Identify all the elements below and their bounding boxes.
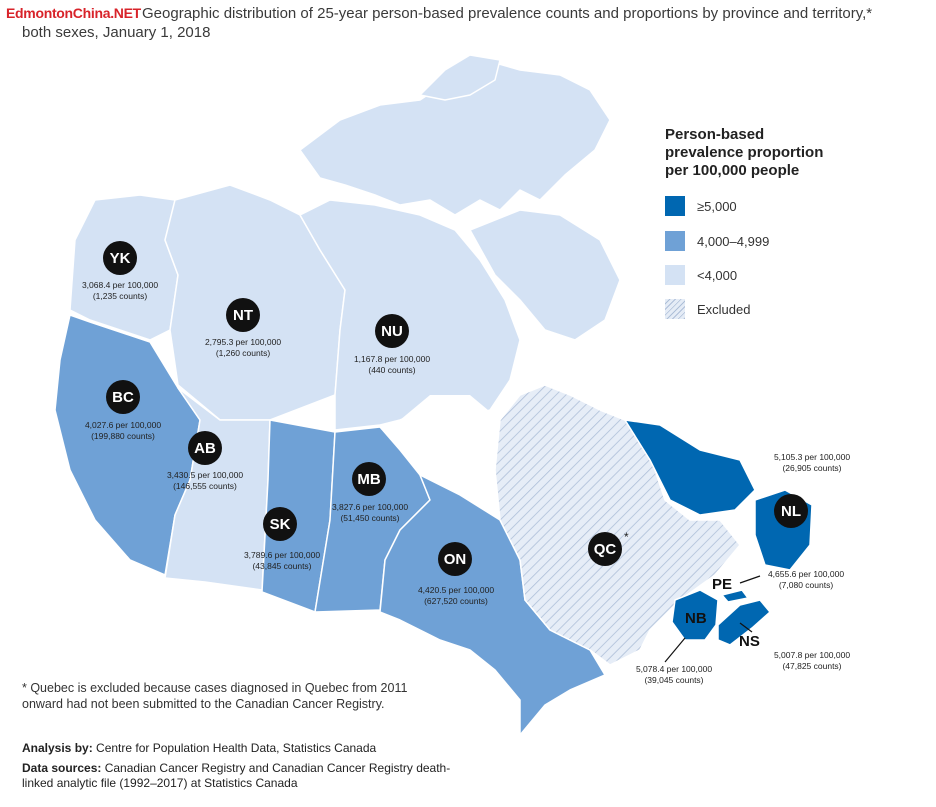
legend-label-excluded: Excluded	[697, 301, 751, 317]
region-qc	[494, 384, 741, 666]
counts-bc: (199,880 counts)	[91, 431, 155, 441]
region-pe	[721, 589, 749, 603]
data-sources: Data sources: Canadian Cancer Registry a…	[22, 761, 462, 791]
leader-line-nb	[664, 637, 686, 663]
analysis-credit: Analysis by: Centre for Population Healt…	[22, 741, 376, 755]
counts-nb: (39,045 counts)	[644, 675, 704, 685]
legend-swatch-mid	[665, 231, 685, 251]
label-nl: 5,105.3 per 100,000 (26,905 counts)	[764, 452, 860, 474]
analysis-label: Analysis by:	[22, 741, 93, 755]
rate-ns: 5,007.8 per 100,000	[773, 650, 851, 660]
rate-yk: 3,068.4 per 100,000	[81, 280, 159, 290]
legend-label-high: ≥5,000	[697, 198, 737, 214]
code-ns: NS	[739, 633, 760, 650]
rate-nl: 5,105.3 per 100,000	[773, 452, 851, 462]
code-pe: PE	[712, 576, 733, 593]
counts-yk: (1,235 counts)	[92, 291, 148, 301]
label-ns: 5,007.8 per 100,000 (47,825 counts)	[764, 650, 860, 672]
watermark: EdmontonChina.NET	[6, 5, 141, 21]
rate-nb: 5,078.4 per 100,000	[635, 664, 713, 674]
label-ab: 3,430.5 per 100,000 (146,555 counts)	[157, 470, 253, 492]
label-nu: 1,167.8 per 100,000 (440 counts)	[344, 354, 440, 376]
legend-title: Person-based prevalence proportion per 1…	[665, 126, 865, 180]
baffin-island	[469, 209, 621, 341]
counts-nl: (26,905 counts)	[782, 463, 842, 473]
legend-swatch-low	[665, 265, 685, 285]
rate-on: 4,420.5 per 100,000	[417, 585, 495, 595]
badge-nt: NT	[226, 298, 260, 332]
figure-title: Geographic distribution of 25-year perso…	[22, 4, 922, 42]
label-nt: 2,795.3 per 100,000 (1,260 counts)	[195, 337, 291, 359]
analysis-text: Centre for Population Health Data, Stati…	[92, 741, 377, 755]
label-sk: 3,789.6 per 100,000 (43,845 counts)	[234, 550, 330, 572]
counts-ns: (47,825 counts)	[782, 661, 842, 671]
badge-sk: SK	[263, 507, 297, 541]
rate-nt: 2,795.3 per 100,000	[204, 337, 282, 347]
legend-item-low: <4,000	[665, 265, 737, 285]
rate-nu: 1,167.8 per 100,000	[353, 354, 431, 364]
title-line-1: Geographic distribution of 25-year perso…	[142, 5, 873, 22]
legend-label-mid: 4,000–4,999	[697, 233, 770, 249]
badge-on: ON	[438, 542, 472, 576]
legend-swatch-high	[665, 196, 685, 216]
label-bc: 4,027.6 per 100,000 (199,880 counts)	[75, 420, 171, 442]
label-on: 4,420.5 per 100,000 (627,520 counts)	[408, 585, 504, 607]
title-line-2: both sexes, January 1, 2018	[22, 24, 211, 41]
rate-ab: 3,430.5 per 100,000	[166, 470, 244, 480]
counts-nt: (1,260 counts)	[215, 348, 271, 358]
rate-bc: 4,027.6 per 100,000	[84, 420, 162, 430]
badge-ab: AB	[188, 431, 222, 465]
label-nb: 5,078.4 per 100,000 (39,045 counts)	[626, 664, 722, 686]
legend-item-high: ≥5,000	[665, 196, 737, 216]
legend-swatch-excluded	[665, 299, 685, 319]
qc-asterisk: *	[624, 530, 629, 544]
badge-nu: NU	[375, 314, 409, 348]
sources-label: Data sources:	[22, 761, 102, 775]
counts-nu: (440 counts)	[368, 365, 416, 375]
legend-item-excluded: Excluded	[665, 299, 750, 319]
footnote-quebec: * Quebec is excluded because cases diagn…	[22, 681, 408, 711]
sources-text: Canadian Cancer Registry and Canadian Ca…	[22, 761, 451, 790]
badge-yk: YK	[103, 241, 137, 275]
rate-sk: 3,789.6 per 100,000	[243, 550, 321, 560]
legend-title-line-1: Person-based	[665, 126, 765, 143]
region-ns	[717, 599, 771, 646]
legend-label-low: <4,000	[697, 267, 738, 283]
ellesmere-island	[419, 54, 501, 101]
counts-sk: (43,845 counts)	[252, 561, 312, 571]
region-nl-labrador	[624, 419, 756, 516]
legend-item-mid: 4,000–4,999	[665, 231, 769, 251]
badge-qc: QC	[588, 532, 622, 566]
label-yk: 3,068.4 per 100,000 (1,235 counts)	[72, 280, 168, 302]
badge-bc: BC	[106, 380, 140, 414]
region-nb	[671, 589, 719, 641]
counts-pe: (7,080 counts)	[778, 580, 834, 590]
legend-title-line-2: prevalence proportion	[665, 144, 824, 161]
counts-ab: (146,555 counts)	[173, 481, 237, 491]
rate-pe: 4,655.6 per 100,000	[767, 569, 845, 579]
legend-title-line-3: per 100,000 people	[665, 162, 800, 179]
rate-mb: 3,827.6 per 100,000	[331, 502, 409, 512]
leader-line-pe	[739, 575, 761, 584]
leader-line-ns	[739, 622, 753, 633]
hudson-bay	[400, 395, 500, 490]
counts-on: (627,520 counts)	[424, 596, 488, 606]
label-pe: 4,655.6 per 100,000 (7,080 counts)	[758, 569, 854, 591]
badge-nl: NL	[774, 494, 808, 528]
code-nb: NB	[685, 610, 707, 627]
label-mb: 3,827.6 per 100,000 (51,450 counts)	[322, 502, 418, 524]
badge-mb: MB	[352, 462, 386, 496]
counts-mb: (51,450 counts)	[340, 513, 400, 523]
